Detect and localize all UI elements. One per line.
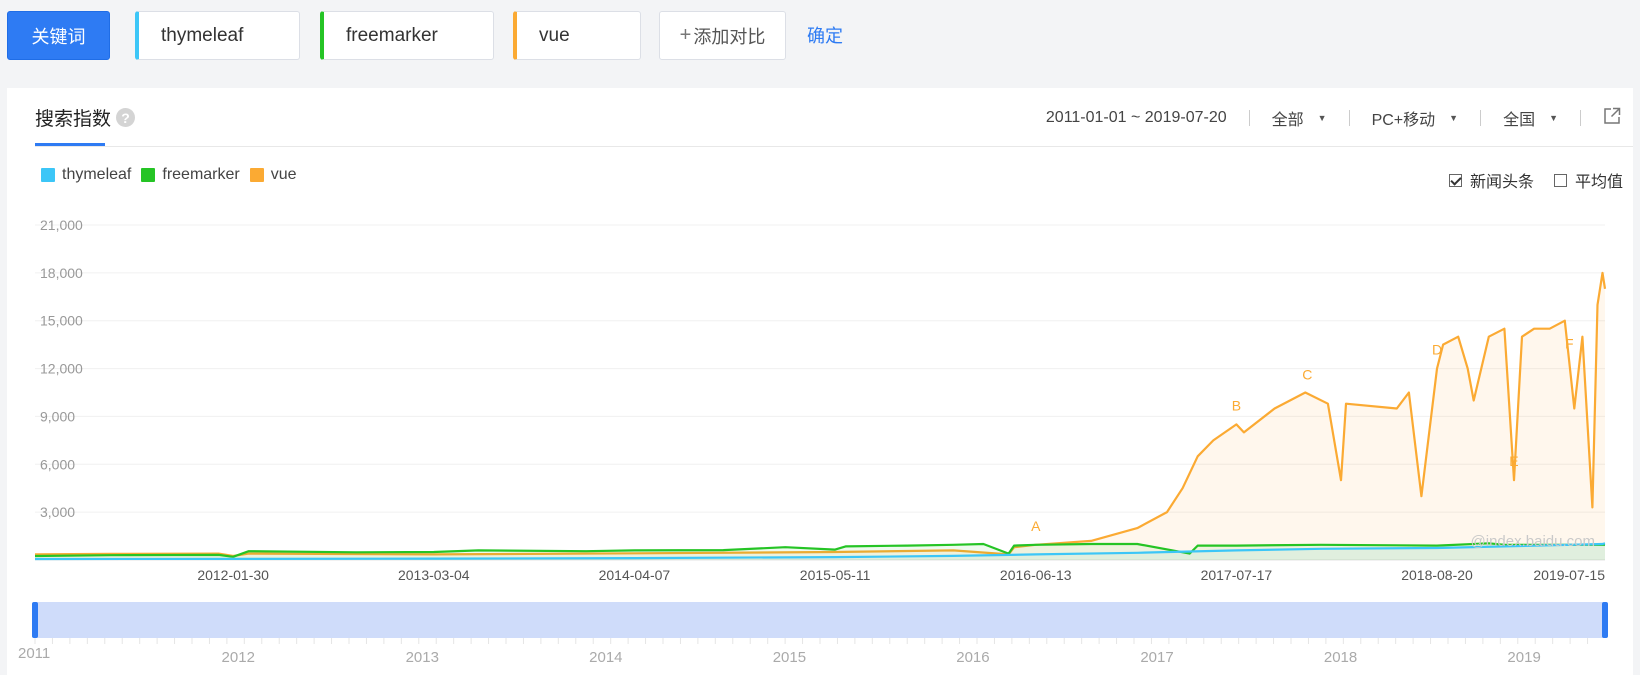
y-tick-label: 15,000	[40, 313, 83, 329]
series-area-thymeleaf	[35, 543, 1605, 560]
keyword-text: freemarker	[346, 24, 438, 46]
event-marker: D	[1432, 342, 1442, 358]
x-tick-label: 2014-04-07	[599, 567, 671, 583]
chart-options: 新闻头条 平均值	[1429, 168, 1623, 192]
keyword-bar: 关键词 thymeleaf freemarker vue + 添加对比 确定	[0, 0, 1640, 88]
average-label: 平均值	[1574, 174, 1623, 191]
navigator-year-label: 2011	[18, 645, 50, 662]
y-tick-label: 6,000	[40, 456, 75, 472]
x-tick-label: 2019-07-15	[1533, 567, 1605, 583]
series-area-freemarker	[35, 543, 1605, 560]
x-tick-label: 2016-06-13	[1000, 567, 1072, 583]
keyword-text: vue	[539, 24, 570, 46]
y-tick-label: 18,000	[40, 265, 83, 281]
x-tick-label: 2012-01-30	[197, 567, 269, 583]
news-headlines-checkbox[interactable]: 新闻头条	[1448, 168, 1534, 192]
navigator-year-label: 2016	[956, 649, 989, 666]
legend-swatch	[249, 168, 264, 182]
navigator-handle-right	[1602, 602, 1608, 638]
series-line-freemarker	[34, 542, 1605, 558]
divider	[1248, 110, 1250, 126]
keyword-input-vue[interactable]: vue	[513, 11, 641, 60]
source-select[interactable]: 全部 ▼	[1272, 106, 1327, 130]
news-headlines-label: 新闻头条	[1469, 174, 1534, 191]
y-tick-label: 3,000	[40, 504, 75, 520]
navigator-year-label: 2017	[1140, 649, 1173, 666]
y-tick-label: 12,000	[40, 361, 83, 377]
navigator-year-label: 2012	[222, 649, 255, 666]
event-marker: B	[1232, 397, 1241, 413]
series-line-thymeleaf	[34, 542, 1606, 561]
legend-swatch	[141, 168, 156, 182]
event-marker: E	[1509, 453, 1518, 469]
navigator-year-label: 2015	[773, 649, 806, 666]
x-tick-label: 2013-03-04	[398, 567, 470, 583]
checkbox-icon	[1553, 173, 1567, 187]
add-compare-button[interactable]: + 添加对比	[659, 11, 786, 60]
navigator-handle-left	[32, 602, 38, 638]
legend-item-freemarker[interactable]: freemarker	[141, 166, 240, 184]
keyword-label-button[interactable]: 关键词	[7, 11, 110, 60]
event-marker: A	[1031, 518, 1041, 534]
keyword-input-freemarker[interactable]: freemarker	[320, 11, 494, 60]
caret-down-icon: ▼	[1549, 113, 1558, 123]
y-tick-label: 21,000	[40, 217, 83, 233]
active-tab-indicator	[35, 143, 105, 146]
navigator-year-label: 2014	[589, 649, 622, 666]
help-icon[interactable]: ?	[116, 108, 136, 127]
series-line-vue	[34, 271, 1607, 558]
keyword-input-thymeleaf[interactable]: thymeleaf	[135, 11, 300, 60]
legend-label: thymeleaf	[62, 166, 132, 183]
legend-swatch	[41, 168, 55, 182]
event-marker: F	[1565, 335, 1574, 351]
tab-search-index[interactable]: 搜索指数 ?	[35, 104, 136, 131]
event-marker: C	[1302, 366, 1312, 382]
navigator-range	[35, 602, 1605, 638]
navigator-year-label: 2019	[1507, 649, 1540, 666]
filter-bar: 2011-01-01 ~ 2019-07-20 全部 ▼ PC+移动 ▼ 全国 …	[1046, 106, 1621, 130]
export-icon[interactable]	[1603, 107, 1621, 130]
panel-header: 搜索指数 ? 2011-01-01 ~ 2019-07-20 全部 ▼ PC+移…	[7, 88, 1633, 148]
x-tick-label: 2018-08-20	[1401, 567, 1473, 583]
chart-legend: thymeleaf freemarker vue	[41, 166, 307, 184]
legend-item-vue[interactable]: vue	[249, 166, 297, 184]
device-select[interactable]: PC+移动 ▼	[1372, 106, 1459, 130]
x-tick-label: 2017-07-17	[1201, 567, 1273, 583]
source-select-value: 全部	[1271, 112, 1304, 129]
add-compare-label: 添加对比	[693, 26, 766, 47]
navigator-year-label: 2018	[1324, 649, 1357, 666]
legend-label: vue	[270, 166, 297, 183]
divider	[1348, 110, 1350, 126]
legend-item-thymeleaf[interactable]: thymeleaf	[41, 166, 131, 184]
region-select-value: 全国	[1503, 112, 1536, 129]
divider	[1480, 110, 1482, 126]
header-divider	[35, 146, 1633, 147]
series-area-vue	[35, 272, 1605, 560]
caret-down-icon: ▼	[1449, 113, 1459, 123]
date-range-picker[interactable]: 2011-01-01 ~ 2019-07-20	[1045, 109, 1227, 126]
checkbox-checked-icon	[1448, 173, 1462, 187]
device-select-value: PC+移动	[1371, 112, 1436, 129]
caret-down-icon: ▼	[1317, 113, 1327, 123]
divider	[1580, 110, 1581, 126]
keyword-text: thymeleaf	[161, 24, 244, 46]
legend-label: freemarker	[162, 166, 240, 183]
watermark: @index.baidu.com	[1471, 533, 1595, 550]
confirm-link[interactable]: 确定	[807, 26, 843, 46]
navigator-year-label: 2013	[406, 649, 439, 666]
y-tick-label: 9,000	[40, 408, 75, 424]
x-tick-label: 2015-05-11	[800, 567, 871, 583]
panel-title: 搜索指数	[35, 109, 112, 130]
region-select[interactable]: 全国 ▼	[1503, 106, 1558, 130]
plus-icon: +	[679, 24, 692, 46]
search-index-panel: 搜索指数 ? 2011-01-01 ~ 2019-07-20 全部 ▼ PC+移…	[7, 88, 1633, 675]
average-checkbox[interactable]: 平均值	[1553, 168, 1623, 192]
